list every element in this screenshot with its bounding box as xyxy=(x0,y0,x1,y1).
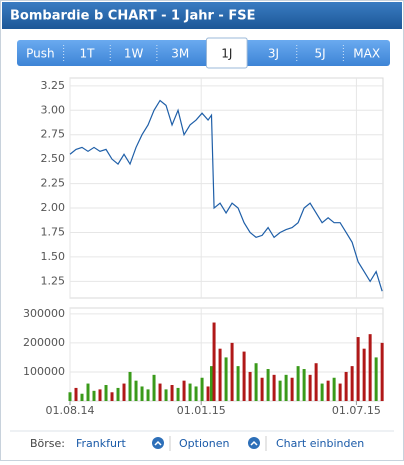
tab[interactable]: 3M xyxy=(171,47,189,61)
volume-bar xyxy=(170,385,174,401)
volume-bar xyxy=(254,363,258,401)
volume-bar xyxy=(326,380,330,401)
volume-bar xyxy=(140,386,144,401)
volume-bar xyxy=(74,387,78,401)
y-tick-label: 3.25 xyxy=(41,79,66,92)
embed-icon-arrow xyxy=(250,440,258,446)
price-line xyxy=(69,99,383,292)
volume-bar xyxy=(260,377,264,401)
volume-bar xyxy=(338,383,342,401)
x-tick-label: 01.08.14 xyxy=(46,404,95,417)
volume-bar xyxy=(194,386,198,401)
header-bar xyxy=(2,2,402,29)
y-tick-label: 3.00 xyxy=(41,103,66,116)
volume-bar xyxy=(200,377,204,401)
volume-bar xyxy=(368,334,372,401)
volume-bar xyxy=(230,342,234,401)
volume-bar xyxy=(122,383,126,401)
volume-bar xyxy=(104,385,108,401)
x-tick-label: 01.01.15 xyxy=(177,404,226,417)
volume-bar xyxy=(80,393,84,401)
y-tick-label: 2.25 xyxy=(41,177,66,190)
y-tick-label: 100000 xyxy=(23,365,65,378)
volume-bar xyxy=(209,366,213,401)
y-tick-label: 2.50 xyxy=(41,152,66,165)
footer-embed[interactable]: Chart einbinden xyxy=(276,437,364,450)
volume-bar xyxy=(350,366,354,401)
volume-bar xyxy=(248,371,252,401)
volume-bar xyxy=(224,357,228,401)
volume-bar xyxy=(332,377,336,401)
plot-area xyxy=(69,77,384,299)
volume-bar xyxy=(206,386,210,401)
y-tick-label: 300000 xyxy=(23,307,65,320)
volume-bar xyxy=(86,383,90,401)
footer-exchange[interactable]: Frankfurt xyxy=(76,437,126,450)
y-tick-label: 2.75 xyxy=(41,128,66,141)
volume-bar xyxy=(290,377,294,401)
volume-bar xyxy=(236,366,240,401)
volume-bar xyxy=(278,380,282,401)
volume-bar xyxy=(320,383,324,401)
volume-bar xyxy=(134,380,138,401)
volume-bar xyxy=(176,387,180,401)
header-title: Bombardie b CHART - 1 Jahr - FSE xyxy=(10,9,255,24)
tab-selected[interactable] xyxy=(206,37,248,69)
y-tick-label: 1.75 xyxy=(41,225,66,238)
volume-bar xyxy=(314,363,318,401)
volume-bar xyxy=(98,389,102,401)
footer-options[interactable]: Optionen xyxy=(179,437,229,450)
volume-bar xyxy=(146,389,150,401)
volume-bar xyxy=(110,392,114,401)
volume-bar xyxy=(272,374,276,401)
x-tick-label: 01.07.15 xyxy=(332,404,381,417)
volume-bar xyxy=(218,348,222,401)
volume-bar xyxy=(380,342,384,401)
tab[interactable]: 5J xyxy=(314,47,325,61)
volume-bar xyxy=(296,366,300,401)
footer-exchange-label: Börse: xyxy=(30,437,65,450)
volume-bar xyxy=(374,357,378,401)
y-tick-label: 1.50 xyxy=(41,250,66,263)
volume-bar xyxy=(158,383,162,401)
y-tick-label: 1.25 xyxy=(41,274,66,287)
volume-bar xyxy=(92,390,96,401)
volume-bar xyxy=(302,369,306,401)
volume-bar xyxy=(284,374,288,401)
tab[interactable]: 3J xyxy=(268,47,279,61)
y-tick-label: 200000 xyxy=(23,336,65,349)
volume-bar xyxy=(116,387,120,401)
volume-bar xyxy=(212,322,216,401)
volume-bar xyxy=(308,374,312,401)
volume-bar xyxy=(128,371,132,401)
options-icon-arrow xyxy=(154,440,162,446)
y-tick-label: 2.00 xyxy=(41,201,66,214)
tab[interactable]: MAX xyxy=(353,47,380,61)
volume-bar xyxy=(182,380,186,401)
volume-bar xyxy=(344,371,348,401)
volume-bar xyxy=(356,337,360,401)
tab[interactable]: 1J xyxy=(221,47,232,61)
volume-bar xyxy=(164,389,168,401)
volume-bar xyxy=(188,383,192,401)
tab-bar xyxy=(17,40,390,66)
volume-bar xyxy=(242,351,246,401)
tab[interactable]: 1T xyxy=(79,47,95,61)
volume-bar xyxy=(266,369,270,401)
tab[interactable]: 1W xyxy=(124,47,144,61)
volume-bar xyxy=(152,374,156,401)
volume-bar xyxy=(68,392,72,401)
volume-bar xyxy=(362,348,366,401)
tab[interactable]: Push xyxy=(26,47,55,61)
